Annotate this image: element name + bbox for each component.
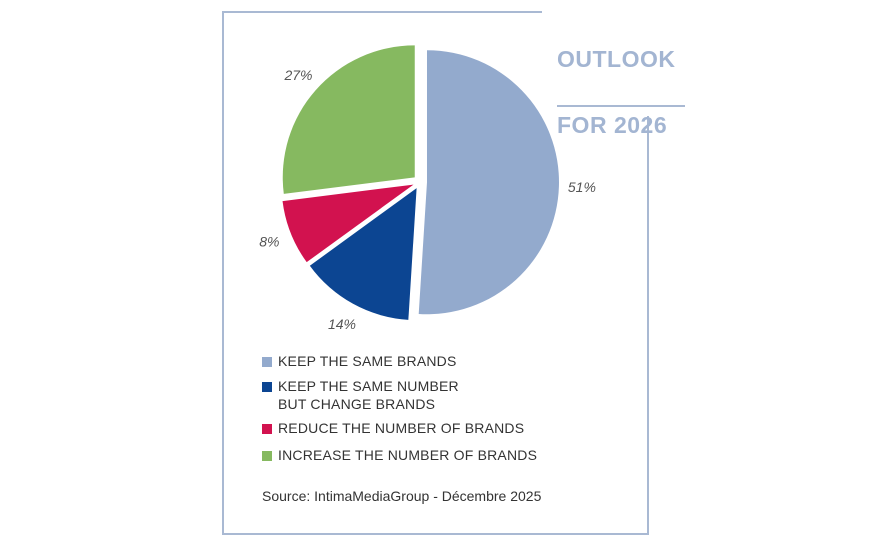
pie-slice-2 — [282, 184, 414, 263]
slice-value-label-3: 27% — [283, 67, 312, 83]
frame-right-border — [647, 116, 649, 535]
legend-swatch — [262, 451, 272, 461]
legend-item-reduce-number: REDUCE THE NUMBER OF BRANDS — [262, 419, 524, 437]
pie-slice-1 — [309, 188, 417, 320]
legend-swatch — [262, 424, 272, 434]
frame-left-border — [222, 11, 224, 535]
legend-item-keep-number-change-brands: KEEP THE SAME NUMBER BUT CHANGE BRANDS — [262, 377, 459, 413]
source-note: Source: IntimaMediaGroup - Décembre 2025 — [262, 488, 542, 504]
chart-title-line-2: FOR 2026 — [557, 112, 668, 138]
title-underline — [557, 105, 685, 107]
slice-value-label-2: 8% — [259, 234, 279, 250]
frame-bottom-border — [222, 533, 649, 535]
legend-label: INCREASE THE NUMBER OF BRANDS — [278, 447, 538, 463]
legend-label-line-2: BUT CHANGE BRANDS — [278, 396, 436, 412]
legend-item-keep-same-brands: KEEP THE SAME BRANDS — [262, 352, 457, 370]
legend-swatch — [262, 382, 272, 392]
pie-slice-3 — [282, 45, 415, 194]
chart-title-line-1: OUTLOOK — [557, 46, 676, 72]
frame-top-border — [222, 11, 542, 13]
legend-label-line-1: KEEP THE SAME NUMBER — [278, 378, 459, 394]
chart-title: OUTLOOK FOR 2026 — [557, 10, 697, 175]
legend-label: REDUCE THE NUMBER OF BRANDS — [278, 420, 525, 436]
slice-value-label-0: 51% — [568, 179, 596, 195]
legend-swatch — [262, 357, 272, 367]
slice-value-label-1: 14% — [328, 316, 356, 332]
pie-slice-0 — [418, 50, 559, 315]
legend-label: KEEP THE SAME BRANDS — [278, 353, 457, 369]
legend-item-increase-number: INCREASE THE NUMBER OF BRANDS — [262, 446, 537, 464]
